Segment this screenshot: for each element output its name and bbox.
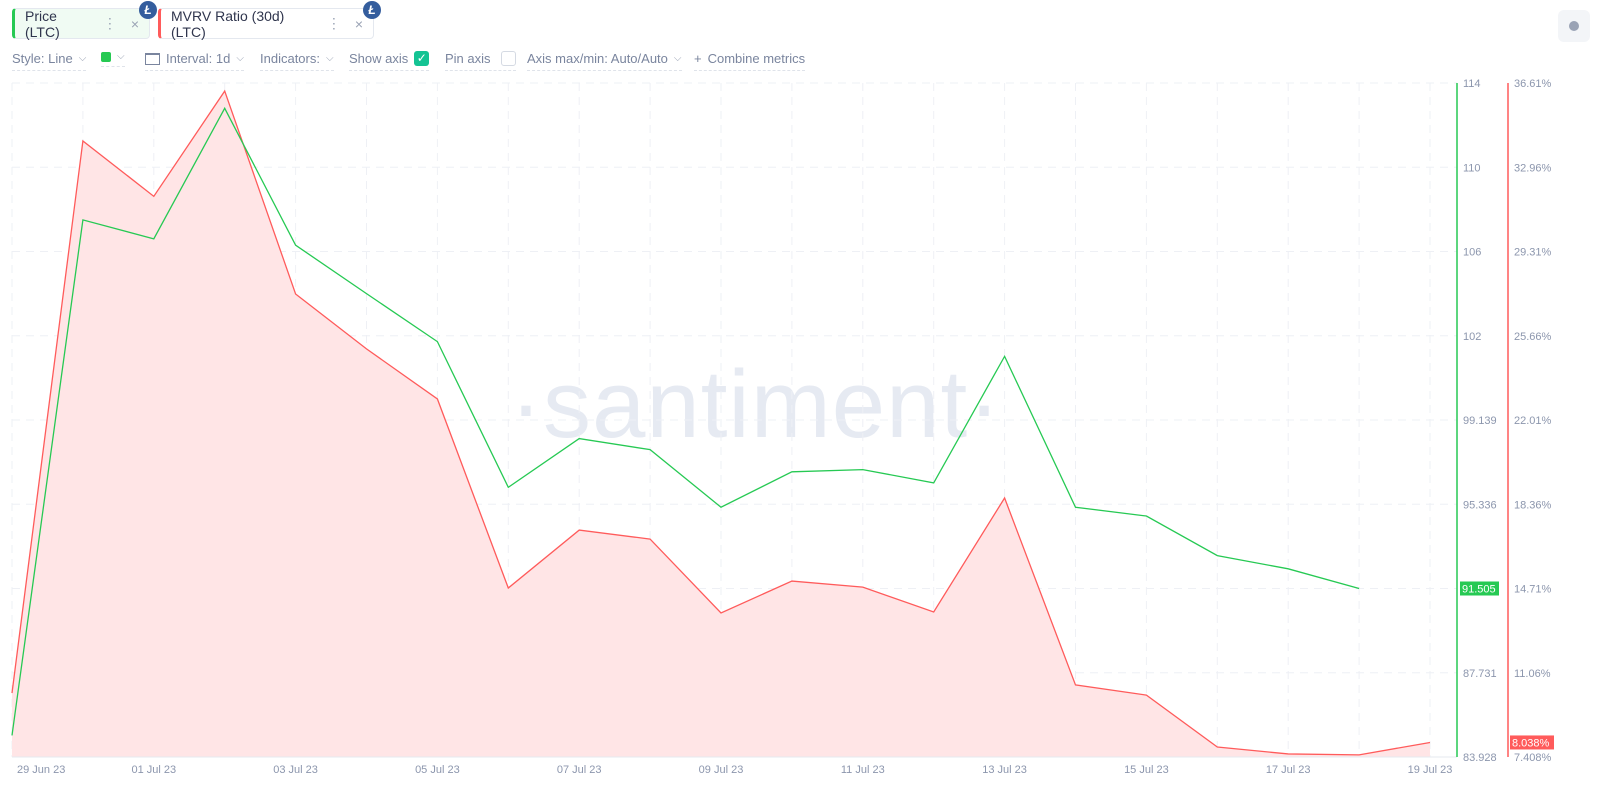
show-axis-label: Show axis bbox=[349, 51, 409, 66]
mvrv-last-badge bbox=[1510, 735, 1554, 750]
x-tick-label: 13 Jul 23 bbox=[982, 764, 1027, 776]
price-tick-label: 114 bbox=[1463, 78, 1481, 90]
price-tick-label: 102 bbox=[1463, 331, 1481, 343]
checkbox-unchecked-icon[interactable] bbox=[500, 51, 516, 66]
price-last-label: 91.505 bbox=[1462, 584, 1496, 596]
price-line bbox=[11, 106, 1360, 736]
chevron-down-icon: ⌵ bbox=[325, 53, 334, 64]
price-tick-label: 110 bbox=[1463, 162, 1481, 174]
show-axis-toggle[interactable]: Show axis ✓ bbox=[349, 51, 430, 71]
record-icon bbox=[1569, 21, 1579, 31]
x-tick-label: 29 Jun 23 bbox=[17, 764, 65, 776]
mvrv-tick-label: 36.61% bbox=[1514, 78, 1552, 90]
x-tick-label: 03 Jul 23 bbox=[273, 764, 318, 776]
metric-tab-mvrv[interactable]: MVRV Ratio (30d) (LTC) ⋮ × Ł bbox=[158, 1, 381, 40]
combine-label: Combine metrics bbox=[707, 51, 806, 66]
axis-maxmin-dropdown[interactable]: Axis max/min: Auto/Auto ⌵ bbox=[527, 51, 682, 71]
x-tick-label: 01 Jul 23 bbox=[131, 764, 176, 776]
price-tick-label: 83.928 bbox=[1463, 752, 1497, 764]
interval-label: Interval: 1d bbox=[166, 51, 231, 66]
plus-icon: + bbox=[694, 51, 702, 66]
chevron-down-icon: ⌵ bbox=[78, 53, 87, 64]
pin-axis-label: Pin axis bbox=[445, 51, 491, 66]
litecoin-icon: Ł bbox=[139, 1, 157, 19]
style-dropdown[interactable]: Style: Line ⌵ bbox=[12, 51, 87, 71]
more-icon[interactable]: ⋮ bbox=[326, 15, 341, 31]
mvrv-area bbox=[12, 91, 1430, 757]
litecoin-icon: Ł bbox=[363, 1, 381, 19]
mvrv-tick-label: 32.96% bbox=[1514, 162, 1552, 174]
mvrv-tick-label: 14.71% bbox=[1514, 584, 1552, 596]
metric-label: MVRV Ratio (30d) (LTC) bbox=[171, 7, 285, 40]
checkbox-checked-icon[interactable]: ✓ bbox=[414, 51, 430, 66]
x-tick-label: 07 Jul 23 bbox=[557, 764, 602, 776]
close-icon[interactable]: × bbox=[130, 15, 139, 32]
mvrv-tick-label: 29.31% bbox=[1514, 247, 1552, 259]
chevron-down-icon: ⌵ bbox=[673, 53, 682, 64]
pin-axis-toggle[interactable]: Pin axis bbox=[445, 51, 516, 71]
mvrv-tick-label: 7.408% bbox=[1514, 752, 1552, 764]
color-swatch bbox=[101, 51, 111, 62]
chevron-down-icon: ⌵ bbox=[117, 51, 125, 62]
combine-metrics-button[interactable]: + Combine metrics bbox=[694, 51, 806, 71]
mvrv-tick-label: 25.66% bbox=[1514, 331, 1552, 343]
mvrv-line bbox=[11, 89, 1431, 756]
style-label: Style: Line bbox=[12, 51, 73, 66]
indicators-dropdown[interactable]: Indicators: ⌵ bbox=[260, 51, 334, 71]
axis-maxmin-label: Axis max/min: Auto/Auto bbox=[527, 51, 668, 66]
metric-tab-price[interactable]: Price (LTC) ⋮ × Ł bbox=[12, 1, 157, 40]
more-icon[interactable]: ⋮ bbox=[102, 15, 117, 31]
price-tick-label: 87.731 bbox=[1463, 668, 1497, 680]
chevron-down-icon: ⌵ bbox=[236, 53, 244, 64]
mvrv-tick-label: 22.01% bbox=[1514, 415, 1552, 427]
price-tick-label: 99.139 bbox=[1463, 415, 1497, 427]
metric-label: Price (LTC) bbox=[25, 7, 60, 40]
price-tick-label: 106 bbox=[1463, 247, 1481, 259]
price-last-badge bbox=[1460, 581, 1499, 596]
record-button[interactable] bbox=[1558, 10, 1590, 42]
x-tick-label: 17 Jul 23 bbox=[1266, 764, 1311, 776]
price-tick-label: 95.336 bbox=[1463, 499, 1497, 511]
x-tick-label: 09 Jul 23 bbox=[699, 764, 744, 776]
mvrv-last-label: 8.038% bbox=[1512, 737, 1550, 749]
x-tick-label: 11 Jul 23 bbox=[841, 764, 885, 776]
ruler-icon bbox=[145, 52, 160, 65]
x-tick-label: 19 Jul 23 bbox=[1408, 764, 1453, 776]
mvrv-tick-label: 11.06% bbox=[1514, 668, 1551, 680]
interval-dropdown[interactable]: Interval: 1d ⌵ bbox=[145, 51, 244, 71]
color-dropdown[interactable]: ⌵ bbox=[101, 51, 125, 67]
x-tick-label: 15 Jul 23 bbox=[1124, 764, 1169, 776]
x-tick-label: 05 Jul 23 bbox=[415, 764, 460, 776]
mvrv-tick-label: 18.36% bbox=[1514, 499, 1552, 511]
close-icon[interactable]: × bbox=[354, 15, 363, 32]
indicators-label: Indicators: bbox=[260, 51, 320, 66]
